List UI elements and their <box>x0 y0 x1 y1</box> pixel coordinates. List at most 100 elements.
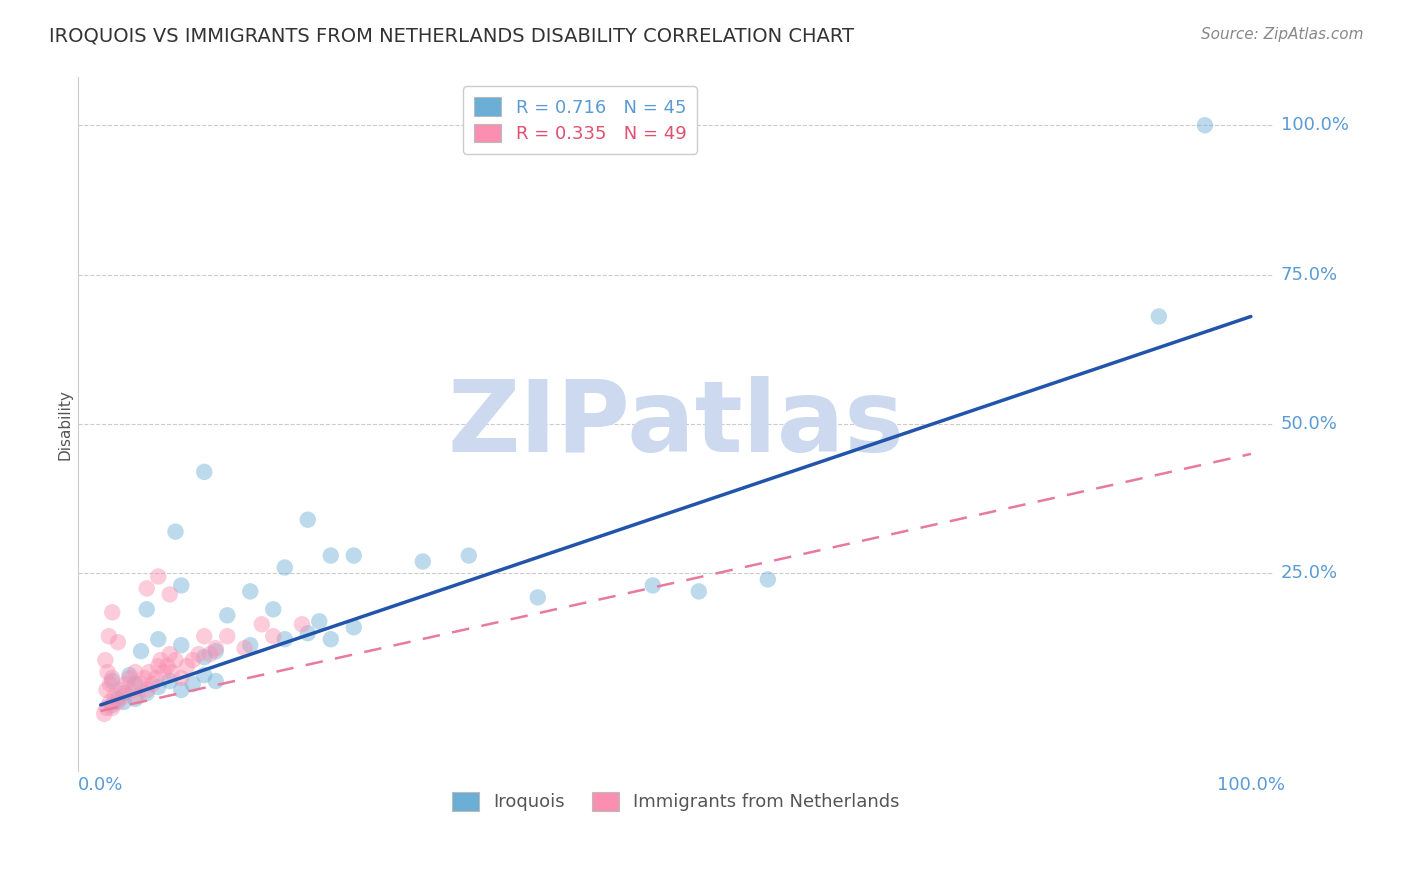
Point <box>193 629 215 643</box>
Point <box>217 608 239 623</box>
Point <box>262 602 284 616</box>
Point <box>107 635 129 649</box>
Point <box>135 686 157 700</box>
Y-axis label: Disability: Disability <box>58 389 72 459</box>
Point <box>112 695 135 709</box>
Point <box>101 671 124 685</box>
Point <box>319 632 342 647</box>
Point <box>148 632 170 647</box>
Point <box>343 549 366 563</box>
Point <box>134 671 156 685</box>
Point <box>204 641 226 656</box>
Point <box>165 524 187 539</box>
Point <box>170 671 193 685</box>
Point <box>135 602 157 616</box>
Point <box>274 632 297 647</box>
Point <box>153 665 176 679</box>
Point <box>118 668 141 682</box>
Text: IROQUOIS VS IMMIGRANTS FROM NETHERLANDS DISABILITY CORRELATION CHART: IROQUOIS VS IMMIGRANTS FROM NETHERLANDS … <box>49 27 855 45</box>
Point <box>308 615 330 629</box>
Point <box>122 683 145 698</box>
Point <box>107 692 129 706</box>
Point <box>343 620 366 634</box>
Point <box>112 689 135 703</box>
Text: ZIPatlas: ZIPatlas <box>447 376 904 473</box>
Point <box>148 569 170 583</box>
Point <box>97 629 120 643</box>
Point <box>124 677 146 691</box>
Point <box>138 665 160 679</box>
Point <box>141 677 163 691</box>
Point <box>159 587 181 601</box>
Point <box>193 668 215 682</box>
Point <box>274 560 297 574</box>
Point <box>149 653 172 667</box>
Point <box>112 686 135 700</box>
Point <box>204 644 226 658</box>
Point <box>187 647 209 661</box>
Point <box>250 617 273 632</box>
Point <box>176 659 198 673</box>
Point <box>159 647 181 661</box>
Point <box>526 591 548 605</box>
Point <box>159 674 181 689</box>
Point <box>110 683 132 698</box>
Point <box>193 650 215 665</box>
Point <box>103 689 125 703</box>
Point <box>148 680 170 694</box>
Point <box>170 638 193 652</box>
Point <box>170 578 193 592</box>
Point <box>688 584 710 599</box>
Point <box>160 665 183 679</box>
Point <box>94 653 117 667</box>
Point <box>124 665 146 679</box>
Point <box>101 674 124 689</box>
Point <box>170 683 193 698</box>
Point <box>135 683 157 698</box>
Point <box>457 549 479 563</box>
Point <box>129 677 152 691</box>
Point <box>1194 118 1216 132</box>
Point <box>217 629 239 643</box>
Point <box>181 677 204 691</box>
Point <box>233 641 256 656</box>
Point <box>239 584 262 599</box>
Point <box>127 689 149 703</box>
Text: Source: ZipAtlas.com: Source: ZipAtlas.com <box>1201 27 1364 42</box>
Point <box>148 659 170 673</box>
Point <box>115 677 138 691</box>
Text: 50.0%: 50.0% <box>1281 415 1337 434</box>
Point <box>124 692 146 706</box>
Text: 75.0%: 75.0% <box>1281 266 1339 284</box>
Point <box>262 629 284 643</box>
Point <box>135 582 157 596</box>
Point <box>756 573 779 587</box>
Point <box>412 555 434 569</box>
Point <box>165 653 187 667</box>
Point <box>118 671 141 685</box>
Point <box>297 513 319 527</box>
Point <box>101 701 124 715</box>
Point <box>93 706 115 721</box>
Point <box>181 653 204 667</box>
Point <box>193 465 215 479</box>
Point <box>291 617 314 632</box>
Point <box>98 695 121 709</box>
Text: 100.0%: 100.0% <box>1281 116 1348 135</box>
Text: 25.0%: 25.0% <box>1281 565 1339 582</box>
Point <box>297 626 319 640</box>
Point <box>96 683 118 698</box>
Point <box>198 647 221 661</box>
Point <box>101 605 124 619</box>
Point <box>107 695 129 709</box>
Legend: Iroquois, Immigrants from Netherlands: Iroquois, Immigrants from Netherlands <box>439 780 912 824</box>
Point <box>239 638 262 652</box>
Point <box>641 578 664 592</box>
Point <box>204 674 226 689</box>
Point <box>97 665 120 679</box>
Point <box>101 698 124 712</box>
Point <box>129 644 152 658</box>
Point <box>96 701 118 715</box>
Point <box>98 677 121 691</box>
Point <box>319 549 342 563</box>
